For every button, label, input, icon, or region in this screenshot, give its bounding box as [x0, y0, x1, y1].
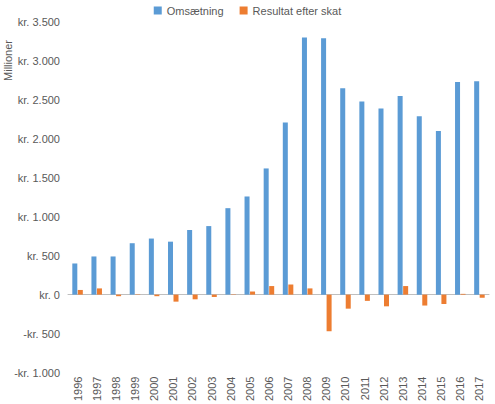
svg-text:1998: 1998 — [110, 377, 122, 401]
svg-text:2012: 2012 — [378, 377, 390, 401]
svg-text:2017: 2017 — [473, 377, 485, 401]
svg-text:kr. 2.500: kr. 2.500 — [18, 94, 60, 106]
svg-text:2000: 2000 — [148, 377, 160, 401]
svg-text:2014: 2014 — [416, 377, 428, 401]
svg-text:kr. 3.500: kr. 3.500 — [18, 16, 60, 28]
svg-text:1999: 1999 — [129, 377, 141, 401]
svg-text:kr. 3.000: kr. 3.000 — [18, 55, 60, 67]
svg-text:2001: 2001 — [167, 377, 179, 401]
svg-text:2006: 2006 — [263, 377, 275, 401]
svg-text:kr. 1.000: kr. 1.000 — [18, 211, 60, 223]
svg-text:2003: 2003 — [206, 377, 218, 401]
svg-text:kr. 500: kr. 500 — [27, 250, 60, 262]
svg-text:2010: 2010 — [339, 377, 351, 401]
svg-text:kr. 2.000: kr. 2.000 — [18, 133, 60, 145]
svg-text:1997: 1997 — [91, 377, 103, 401]
svg-text:-kr. 1.000: -kr. 1.000 — [14, 367, 60, 379]
svg-text:Millioner: Millioner — [2, 40, 14, 81]
svg-text:2008: 2008 — [301, 377, 313, 401]
svg-text:2016: 2016 — [454, 377, 466, 401]
svg-text:2007: 2007 — [282, 377, 294, 401]
svg-text:2013: 2013 — [397, 377, 409, 401]
svg-text:kr. 0: kr. 0 — [39, 289, 60, 301]
svg-text:2011: 2011 — [359, 377, 371, 401]
svg-text:Omsætning: Omsætning — [167, 5, 224, 17]
svg-text:2015: 2015 — [435, 377, 447, 401]
svg-text:kr. 1.500: kr. 1.500 — [18, 172, 60, 184]
svg-text:-kr. 500: -kr. 500 — [23, 328, 60, 340]
svg-text:Resultat efter skat: Resultat efter skat — [253, 5, 342, 17]
svg-text:2004: 2004 — [225, 377, 237, 401]
svg-text:2005: 2005 — [244, 377, 256, 401]
svg-text:2009: 2009 — [320, 377, 332, 401]
svg-text:2002: 2002 — [186, 377, 198, 401]
svg-text:1996: 1996 — [72, 377, 84, 401]
